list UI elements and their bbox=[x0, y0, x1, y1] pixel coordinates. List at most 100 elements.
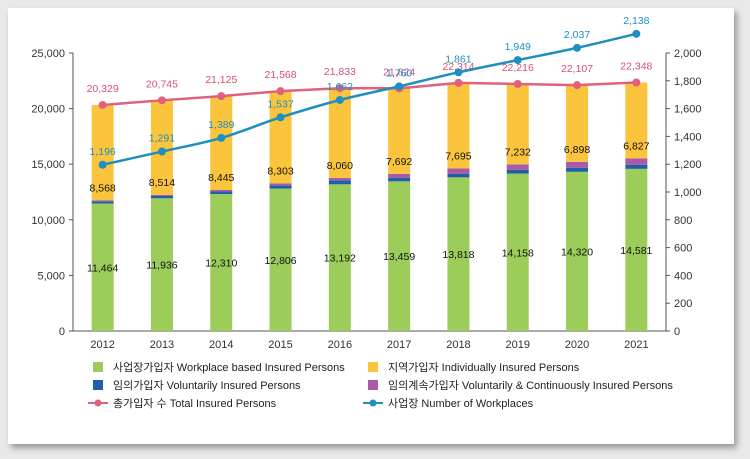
point-total-insured bbox=[573, 81, 582, 90]
label-total-insured: 20,329 bbox=[87, 83, 119, 95]
legend-label: 임의계속가입자 Voluntarily & Continuously Insur… bbox=[388, 379, 673, 392]
bar-label-individual: 8,303 bbox=[267, 166, 293, 178]
y-tick-label-left: 25,000 bbox=[31, 48, 65, 60]
y-tick-label-right: 1,600 bbox=[674, 104, 702, 116]
bar-label-individual: 7,232 bbox=[505, 147, 531, 159]
legend-swatch-dot bbox=[94, 399, 102, 407]
legend-label: 지역가입자 Individually Insured Persons bbox=[388, 361, 580, 374]
point-total-insured bbox=[632, 78, 641, 87]
point-total-insured bbox=[98, 100, 107, 109]
point-total-insured bbox=[454, 78, 463, 87]
point-workplaces bbox=[217, 133, 226, 142]
x-tick-label: 2014 bbox=[209, 339, 233, 351]
y-tick-label-left: 5,000 bbox=[37, 270, 65, 282]
bar-segment bbox=[150, 195, 173, 199]
label-workplaces: 1,949 bbox=[505, 41, 531, 53]
bar-label-workplace: 12,310 bbox=[205, 258, 237, 270]
label-workplaces: 1,662 bbox=[327, 81, 353, 93]
bar-label-individual: 7,692 bbox=[386, 156, 412, 168]
bar-segment bbox=[506, 169, 529, 174]
x-tick-label: 2015 bbox=[268, 339, 292, 351]
label-workplaces: 1,537 bbox=[267, 98, 293, 110]
point-workplaces bbox=[157, 147, 166, 156]
bar-segment bbox=[447, 82, 470, 169]
bar-segment bbox=[269, 183, 292, 186]
x-tick-label: 2017 bbox=[387, 339, 411, 351]
bar-segment bbox=[210, 194, 233, 331]
bar-label-workplace: 13,192 bbox=[324, 253, 356, 265]
bar-segment bbox=[328, 88, 351, 178]
label-total-insured: 21,824 bbox=[383, 66, 415, 78]
bar-segment bbox=[388, 173, 411, 178]
label-workplaces: 1,291 bbox=[149, 133, 175, 145]
legend-swatch-dot bbox=[369, 399, 377, 407]
bar-segment bbox=[91, 203, 114, 331]
bar-segment bbox=[328, 177, 351, 181]
label-workplaces: 1,196 bbox=[90, 146, 116, 158]
point-workplaces bbox=[395, 82, 404, 91]
x-tick-label: 2013 bbox=[150, 339, 174, 351]
bar-label-workplace: 14,581 bbox=[620, 245, 652, 257]
bar-label-individual: 8,060 bbox=[327, 160, 353, 172]
bar-label-workplace: 12,806 bbox=[264, 255, 296, 267]
label-total-insured: 22,216 bbox=[502, 62, 534, 74]
bar-segment bbox=[388, 181, 411, 331]
y-tick-label-right: 800 bbox=[674, 215, 692, 227]
bar-label-individual: 6,827 bbox=[623, 141, 649, 153]
combo-chart: 0 5,000 10,000 15,000 20,000 25,000 0 200 400 600… bbox=[31, 15, 702, 410]
label-total-insured: 21,833 bbox=[324, 66, 356, 78]
bar-segment bbox=[91, 104, 114, 201]
label-workplaces: 1,389 bbox=[208, 119, 234, 131]
bar-label-individual: 7,695 bbox=[445, 151, 471, 163]
label-total-insured: 22,314 bbox=[442, 61, 474, 73]
bar-segment bbox=[210, 191, 233, 195]
y-tick-label-left: 20,000 bbox=[31, 104, 65, 116]
label-total-insured: 22,107 bbox=[561, 63, 593, 75]
bar-label-workplace: 13,818 bbox=[442, 249, 474, 261]
bar-segment bbox=[388, 177, 411, 182]
bar-segment bbox=[506, 164, 529, 170]
bar-segment bbox=[625, 164, 648, 169]
bar-segment bbox=[91, 200, 114, 202]
label-workplaces: 1,861 bbox=[445, 53, 471, 65]
point-total-insured bbox=[276, 87, 285, 96]
legend-label: 사업장가입자 Workplace based Insured Persons bbox=[113, 361, 345, 374]
bar-segment bbox=[150, 198, 173, 331]
bar-label-workplace: 11,936 bbox=[146, 260, 177, 272]
point-workplaces bbox=[513, 56, 522, 65]
legend-swatch bbox=[368, 380, 378, 390]
legend-label: 사업장 Number of Workplaces bbox=[388, 397, 534, 410]
bar-segment bbox=[506, 83, 529, 165]
bar-segment bbox=[91, 201, 114, 204]
x-tick-label: 2016 bbox=[328, 339, 352, 351]
point-workplaces bbox=[632, 29, 641, 38]
x-tick-label: 2018 bbox=[446, 339, 470, 351]
bar-label-workplace: 11,464 bbox=[87, 262, 118, 274]
point-total-insured bbox=[157, 96, 166, 105]
label-total-insured: 22,348 bbox=[620, 60, 652, 72]
bar-segment bbox=[328, 180, 351, 185]
point-workplaces bbox=[573, 43, 582, 52]
legend-label: 총가입자 수 Total Insured Persons bbox=[113, 397, 277, 410]
bar-label-individual: 6,898 bbox=[564, 144, 590, 156]
bar-segment bbox=[210, 189, 233, 192]
x-tick-label: 2012 bbox=[90, 339, 114, 351]
y-tick-label-left: 10,000 bbox=[31, 215, 65, 227]
point-total-insured bbox=[513, 79, 522, 88]
point-workplaces bbox=[335, 95, 344, 104]
point-workplaces bbox=[276, 113, 285, 122]
bar-segment bbox=[328, 184, 351, 331]
y-tick-label-right: 1,000 bbox=[674, 187, 702, 199]
y-tick-label-right: 2,000 bbox=[674, 48, 702, 60]
chart-frame: 0 5,000 10,000 15,000 20,000 25,000 0 200 400 600… bbox=[8, 8, 734, 444]
bar-segment bbox=[625, 82, 648, 159]
bar-label-workplace: 14,158 bbox=[502, 247, 534, 259]
bar-segment bbox=[447, 168, 470, 174]
x-tick-label: 2021 bbox=[624, 339, 648, 351]
label-workplaces: 1,760 bbox=[386, 67, 412, 79]
x-tick-label: 2019 bbox=[506, 339, 530, 351]
legend-swatch bbox=[93, 380, 103, 390]
bar-segment bbox=[566, 161, 589, 168]
x-tick-label: 2020 bbox=[565, 339, 589, 351]
y-tick-label-left: 15,000 bbox=[31, 159, 65, 171]
